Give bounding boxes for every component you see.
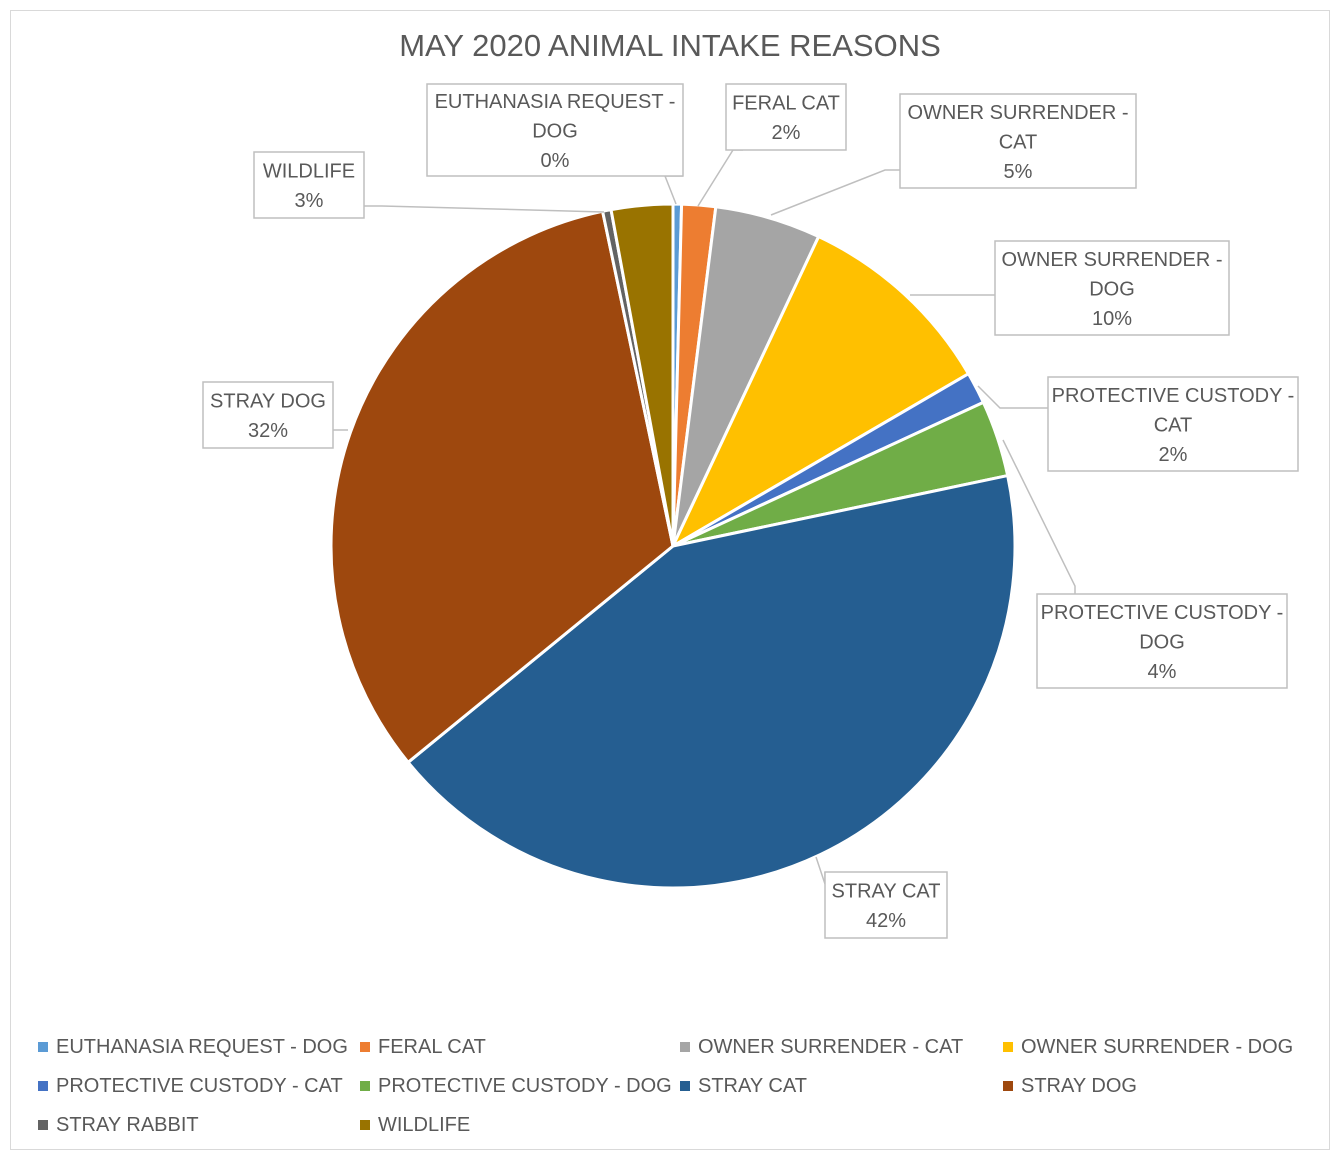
label-percent: 3%	[295, 190, 324, 212]
label-box	[253, 151, 365, 219]
label-category: PROTECTIVE CUSTODY -	[1052, 385, 1295, 407]
leader-line	[770, 169, 900, 216]
slice-stray-cat	[406, 473, 1017, 890]
legend-label: STRAY DOG	[1021, 1075, 1137, 1097]
label-box	[1047, 376, 1299, 472]
legend-item-protective-custody-dog: PROTECTIVE CUSTODY - DOG	[360, 1073, 672, 1099]
legend-swatch	[360, 1042, 370, 1052]
legend-label: STRAY CAT	[698, 1075, 807, 1097]
label-category: WILDLIFE	[263, 161, 355, 183]
slice-wildlife	[609, 202, 675, 547]
label-box	[994, 240, 1230, 336]
label-box	[426, 83, 684, 177]
data-label-euthanasia-request-dog: EUTHANASIA REQUEST - DOG 0%	[426, 83, 684, 205]
legend-item-stray-dog: STRAY DOG	[1003, 1073, 1137, 1099]
legend-item-owner-surrender-cat: OWNER SURRENDER - CAT	[680, 1034, 963, 1060]
label-percent: 4%	[1148, 661, 1177, 683]
legend-item-feral-cat: FERAL CAT	[360, 1034, 486, 1060]
label-box	[824, 871, 948, 939]
label-box	[202, 381, 334, 449]
data-label-protective-custody-cat: PROTECTIVE CUSTODY - CAT 2%	[977, 376, 1299, 472]
label-category: CAT	[1154, 414, 1193, 436]
legend-label: FERAL CAT	[378, 1036, 486, 1058]
label-percent: 0%	[541, 150, 570, 172]
label-category: STRAY CAT	[832, 881, 941, 903]
label-percent: 5%	[1004, 161, 1033, 183]
legend-swatch	[360, 1120, 370, 1130]
label-box	[1036, 593, 1288, 689]
label-percent: 2%	[772, 122, 801, 144]
data-label-owner-surrender-dog: OWNER SURRENDER - DOG 10%	[910, 240, 1230, 336]
legend-label: PROTECTIVE CUSTODY - DOG	[378, 1075, 672, 1097]
legend-swatch	[680, 1042, 690, 1052]
label-percent: 42%	[866, 910, 906, 932]
legend-item-wildlife: WILDLIFE	[360, 1112, 470, 1138]
label-percent: 10%	[1092, 308, 1132, 330]
label-category: FERAL CAT	[732, 93, 840, 115]
data-label-stray-dog: STRAY DOG 32%	[202, 381, 348, 449]
legend-item-stray-cat: STRAY CAT	[680, 1073, 807, 1099]
label-category: OWNER SURRENDER -	[907, 102, 1128, 124]
label-category: DOG	[1089, 278, 1135, 300]
data-label-feral-cat: FERAL CAT 2%	[697, 83, 847, 207]
leader-line	[364, 205, 605, 213]
legend-item-stray-rabbit: STRAY RABBIT	[38, 1112, 199, 1138]
label-box	[725, 83, 847, 151]
leader-line	[697, 149, 743, 207]
label-category: PROTECTIVE CUSTODY -	[1041, 602, 1284, 624]
leader-line	[815, 856, 826, 885]
data-label-owner-surrender-cat: OWNER SURRENDER - CAT 5%	[770, 93, 1137, 216]
legend-swatch	[1003, 1042, 1013, 1052]
legend-label: PROTECTIVE CUSTODY - CAT	[56, 1075, 343, 1097]
legend-label: OWNER SURRENDER - DOG	[1021, 1036, 1294, 1058]
chart-title: MAY 2020 ANIMAL INTAKE REASONS	[399, 28, 941, 63]
data-label-wildlife: WILDLIFE 3%	[253, 151, 605, 219]
label-box	[899, 93, 1137, 189]
data-label-protective-custody-dog: PROTECTIVE CUSTODY - DOG 4%	[1002, 439, 1288, 689]
legend-swatch	[38, 1081, 48, 1091]
legend-swatch	[38, 1120, 48, 1130]
label-category: EUTHANASIA REQUEST -	[435, 91, 676, 113]
label-category: DOG	[1139, 631, 1185, 653]
legend-label: WILDLIFE	[378, 1114, 471, 1136]
legend-swatch	[680, 1081, 690, 1091]
leader-line	[1002, 439, 1076, 594]
leader-line	[663, 175, 683, 205]
legend-item-euthanasia-request-dog: EUTHANASIA REQUEST - DOG	[38, 1034, 348, 1060]
legend-label: EUTHANASIA REQUEST - DOG	[56, 1036, 348, 1058]
legend-swatch	[38, 1042, 48, 1052]
label-category: DOG	[532, 120, 578, 142]
leader-line	[977, 385, 1048, 409]
label-percent: 32%	[248, 420, 288, 442]
label-category: STRAY DOG	[210, 391, 326, 413]
slice-stray-dog	[329, 209, 675, 765]
legend-label: OWNER SURRENDER - CAT	[698, 1036, 964, 1058]
data-label-stray-cat: STRAY CAT 42%	[815, 856, 948, 939]
legend-swatch	[360, 1081, 370, 1091]
slice-owner-surrender-dog	[669, 234, 971, 550]
label-category: OWNER SURRENDER -	[1001, 249, 1222, 271]
legend-label: STRAY RABBIT	[56, 1114, 199, 1136]
legend-item-protective-custody-cat: PROTECTIVE CUSTODY - CAT	[38, 1073, 343, 1099]
legend-swatch	[1003, 1081, 1013, 1091]
label-category: CAT	[999, 131, 1038, 153]
legend-item-owner-surrender-dog: OWNER SURRENDER - DOG	[1003, 1034, 1293, 1060]
label-percent: 2%	[1159, 444, 1188, 466]
